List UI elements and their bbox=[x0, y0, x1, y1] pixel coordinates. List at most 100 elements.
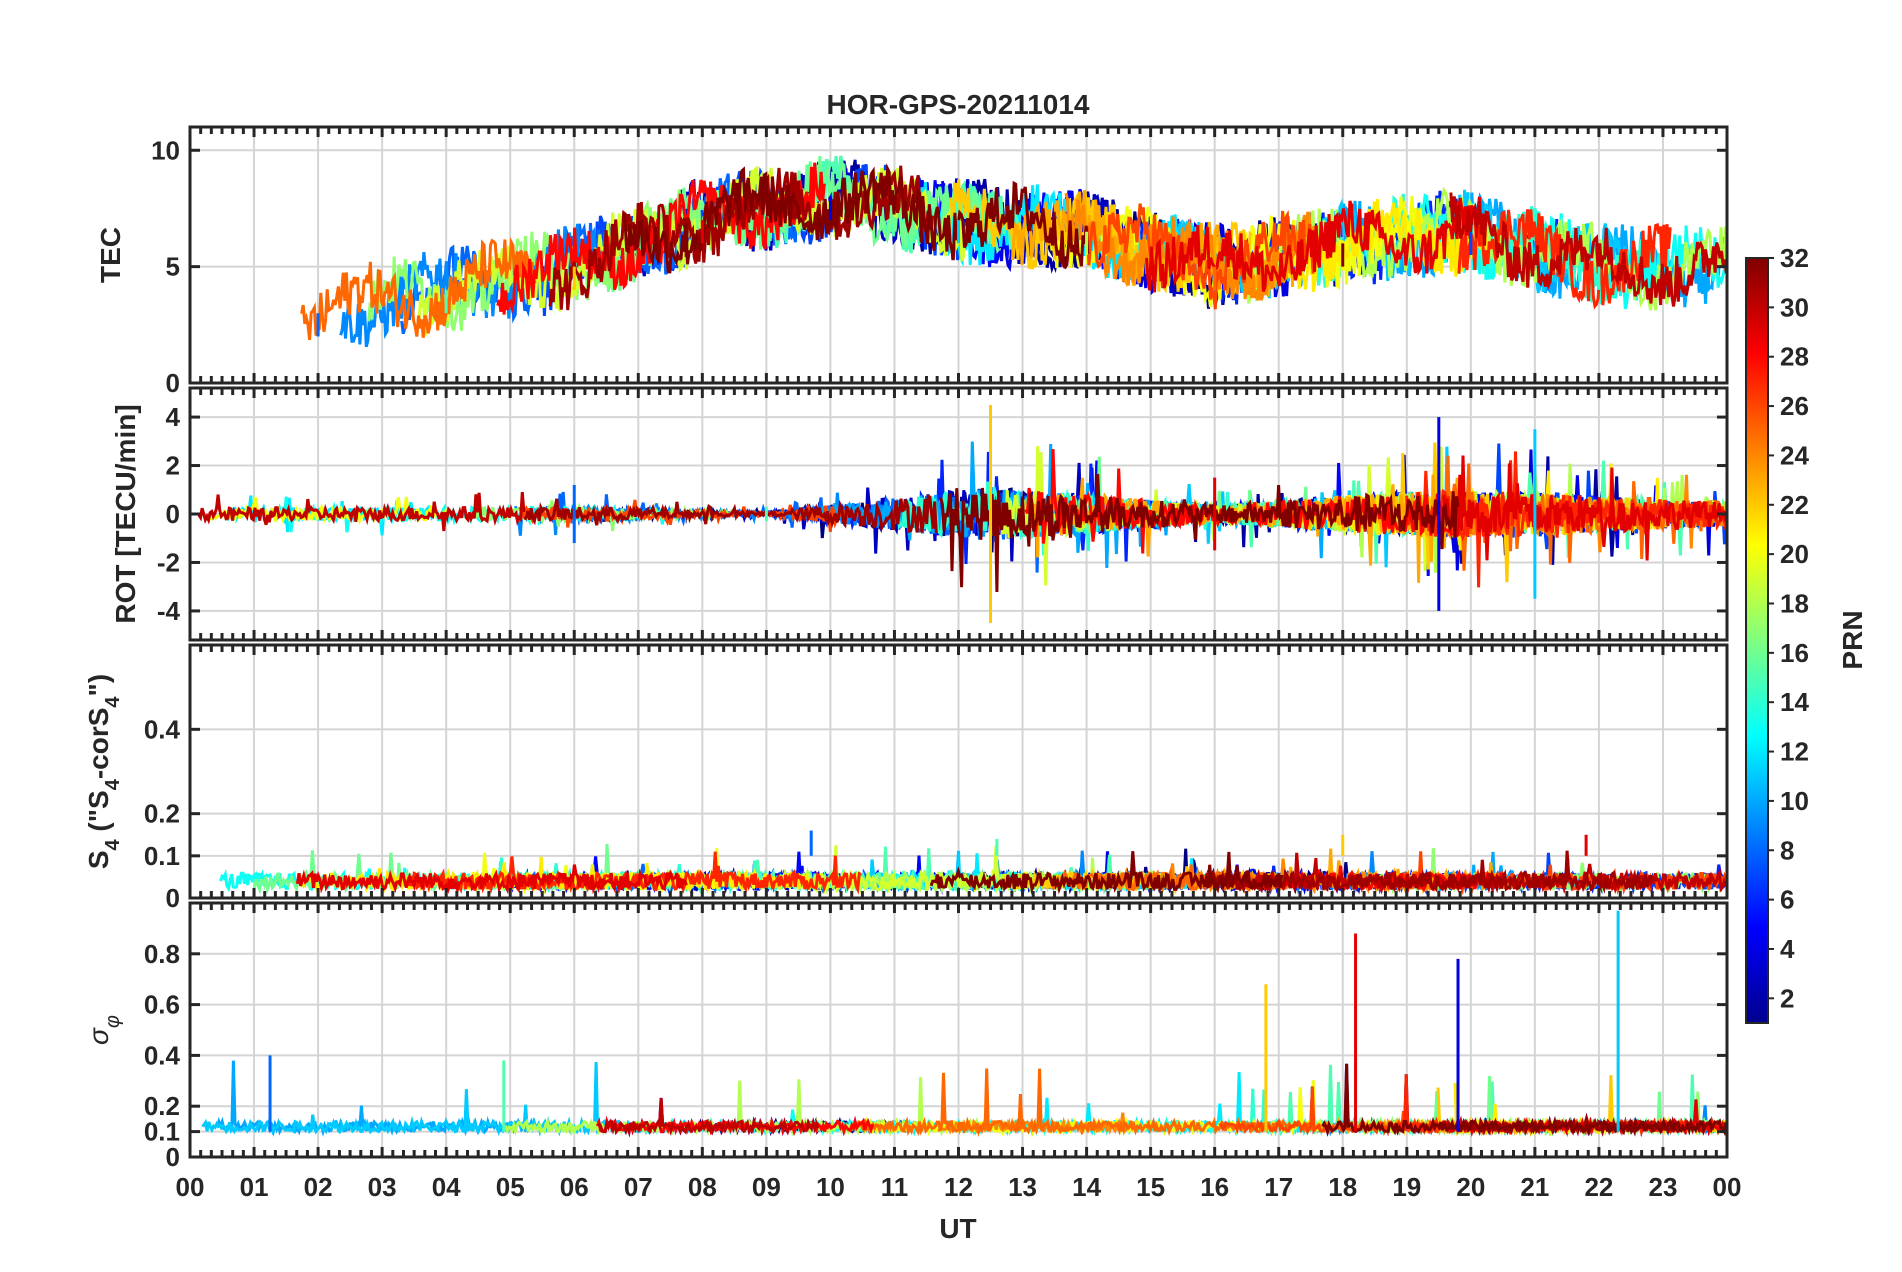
traces-tec bbox=[300, 155, 1727, 348]
colorbar-tick-label: 8 bbox=[1780, 835, 1794, 865]
x-tick-label: 05 bbox=[496, 1172, 525, 1202]
colorbar-tick-label: 26 bbox=[1780, 391, 1809, 421]
grid-s4 bbox=[190, 645, 1727, 899]
y-tick-label: 4 bbox=[166, 402, 181, 432]
y-axis-label-part: φ bbox=[102, 1015, 124, 1028]
y-tick-label: 0.8 bbox=[144, 939, 180, 969]
y-axis-label-part: 4 bbox=[102, 696, 124, 708]
x-tick-label: 04 bbox=[432, 1172, 461, 1202]
x-tick-label: 21 bbox=[1520, 1172, 1549, 1202]
x-tick-label: 17 bbox=[1264, 1172, 1293, 1202]
trace-prn bbox=[1442, 455, 1727, 561]
y-tick-label: 0.1 bbox=[144, 1117, 180, 1147]
colorbar-tick-label: 10 bbox=[1780, 786, 1809, 816]
colorbar-tick-label: 16 bbox=[1780, 638, 1809, 668]
traces-sigma bbox=[201, 1060, 1727, 1138]
y-tick-label: 0.4 bbox=[144, 714, 181, 744]
y-tick-label: 0 bbox=[166, 368, 180, 398]
panel-tec: 0 5 10 TEC bbox=[95, 125, 1729, 398]
x-tick-label: 08 bbox=[688, 1172, 717, 1202]
y-tick-label: 2 bbox=[166, 451, 180, 481]
trace-prn bbox=[929, 851, 1284, 895]
y-tick-label: 0.1 bbox=[144, 841, 180, 871]
colorbar-tick-label: 28 bbox=[1780, 342, 1809, 372]
ticks-sigma bbox=[188, 903, 1729, 1159]
trace-prn bbox=[300, 237, 537, 341]
x-tick-label: 11 bbox=[881, 1172, 909, 1202]
y-tick-label: -4 bbox=[157, 596, 181, 626]
x-tick-label: 03 bbox=[368, 1172, 397, 1202]
x-tick-label: 15 bbox=[1136, 1172, 1165, 1202]
x-tick-label: 22 bbox=[1584, 1172, 1613, 1202]
chart-title: HOR-GPS-20211014 bbox=[826, 89, 1089, 120]
y-tick-label: 0.4 bbox=[144, 1040, 181, 1070]
x-tick-label: 16 bbox=[1200, 1172, 1229, 1202]
colorbar-tick-label: 6 bbox=[1780, 885, 1794, 915]
colorbar-tick-label: 32 bbox=[1780, 243, 1809, 273]
y-axis-label-part: ("S bbox=[83, 790, 114, 839]
y-axis-label-part: 4 bbox=[102, 838, 124, 850]
y-tick-label: 0 bbox=[166, 499, 180, 529]
ticks-s4 bbox=[188, 645, 1729, 900]
x-tick-label: 14 bbox=[1072, 1172, 1101, 1202]
colorbar-tick-label: 18 bbox=[1780, 588, 1809, 618]
y-tick-label: 0 bbox=[166, 1142, 180, 1172]
x-tick-label: 07 bbox=[624, 1172, 653, 1202]
y-axis-label-sigma: σφ bbox=[83, 1015, 124, 1045]
ticks-rot bbox=[188, 388, 1729, 640]
panel-s4: 00.10.20.4S4 ("S4-corS4") bbox=[83, 643, 1729, 913]
trace-prn bbox=[776, 845, 1080, 895]
y-tick-label: 0.6 bbox=[144, 990, 180, 1020]
y-tick-label: 0.2 bbox=[144, 799, 180, 829]
trace-prn bbox=[622, 163, 1090, 274]
x-tick-label: 06 bbox=[560, 1172, 589, 1202]
trace-prn bbox=[523, 494, 938, 534]
y-axis-label-part: S bbox=[83, 850, 114, 869]
y-tick-label: 0 bbox=[166, 883, 180, 913]
x-tick-label: 20 bbox=[1456, 1172, 1485, 1202]
x-tick-labels: 00 01 02 03 04 05 06 07 08 09 10 11 12 13 14 15 16 17 18 19… bbox=[176, 1172, 1742, 1202]
trace-prn bbox=[1145, 196, 1483, 293]
panel-sigma: 00.10.2 0.4 0.6 0.8 σφ bbox=[83, 901, 1729, 1172]
colorbar-tick-label: 20 bbox=[1780, 539, 1809, 569]
y-tick-label: 0.2 bbox=[144, 1091, 180, 1121]
x-tick-label: 10 bbox=[816, 1172, 845, 1202]
trace-prn bbox=[855, 1068, 1315, 1138]
y-axis-label-part: 4 bbox=[102, 778, 124, 790]
y-axis-label-part: -corS bbox=[83, 708, 114, 780]
y-axis-label-tec: TEC bbox=[95, 227, 126, 283]
trace-prn bbox=[1085, 203, 1323, 310]
x-tick-label: 00 bbox=[176, 1172, 205, 1202]
trace-prn bbox=[939, 473, 1460, 593]
x-tick-label: 12 bbox=[944, 1172, 973, 1202]
y-axis-label-rot: ROT [TECU/min] bbox=[110, 404, 141, 623]
trace-prn bbox=[1321, 1063, 1727, 1137]
x-tick-label: 00 bbox=[1713, 1172, 1742, 1202]
traces-s4 bbox=[219, 843, 1727, 896]
trace-prn bbox=[295, 864, 688, 895]
colorbar-tick-label: 24 bbox=[1780, 440, 1809, 470]
panel-rot: -4 -2 0 2 4 ROT [TECU/min] bbox=[110, 386, 1729, 642]
y-tick-label: 5 bbox=[166, 252, 180, 282]
y-axis-label-part: σ bbox=[83, 1027, 114, 1045]
x-tick-label: 23 bbox=[1648, 1172, 1677, 1202]
y-axis-label-s4: S4 ("S4-corS4") bbox=[83, 674, 124, 869]
colorbar-tick-label: 2 bbox=[1780, 983, 1794, 1013]
ticks-tec bbox=[188, 127, 1729, 385]
trace-prn bbox=[597, 1097, 820, 1138]
trace-prn bbox=[1449, 192, 1727, 307]
y-tick-label: -2 bbox=[157, 547, 180, 577]
colorbar-label: PRN bbox=[1837, 610, 1868, 669]
y-axis-label-part: ") bbox=[83, 674, 114, 697]
x-tick-label: 18 bbox=[1328, 1172, 1357, 1202]
colorbar-gradient bbox=[1745, 257, 1769, 1024]
trace-prn bbox=[548, 165, 935, 311]
traces-rot bbox=[197, 441, 1727, 593]
x-axis-label: UT bbox=[939, 1213, 976, 1244]
y-tick-label: 10 bbox=[151, 135, 180, 165]
trace-prn bbox=[197, 491, 526, 532]
x-tick-label: 19 bbox=[1392, 1172, 1421, 1202]
